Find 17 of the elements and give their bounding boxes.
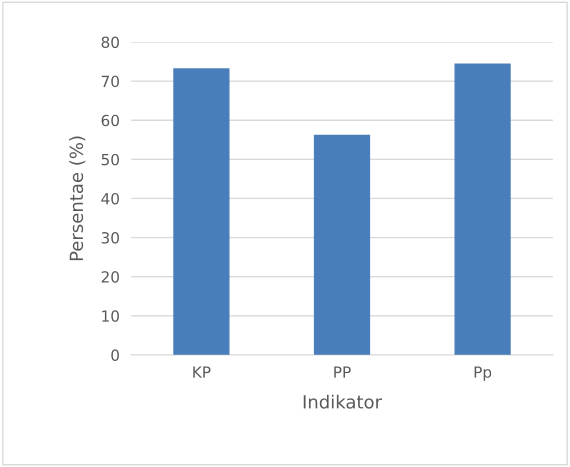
bar — [314, 134, 370, 355]
y-tick-label: 50 — [102, 154, 119, 166]
x-tick-label: KP — [193, 366, 210, 378]
y-tick-label: 70 — [102, 76, 119, 88]
x-tick-label: PP — [334, 366, 351, 378]
bar — [173, 68, 230, 355]
y-tick-label: 0 — [111, 349, 119, 361]
y-tick-label: 80 — [102, 36, 119, 48]
y-tick-label: 30 — [102, 232, 119, 244]
x-axis-title: Indikator — [304, 394, 382, 409]
y-tick-label: 40 — [101, 192, 119, 204]
y-axis-title: Persentae (%) — [69, 136, 86, 260]
x-tick-label: Pp — [474, 366, 492, 381]
y-tick-label: 10 — [102, 310, 119, 322]
y-tick-label: 20 — [102, 271, 119, 283]
y-tick-label: 60 — [102, 114, 119, 126]
bar — [454, 64, 511, 355]
